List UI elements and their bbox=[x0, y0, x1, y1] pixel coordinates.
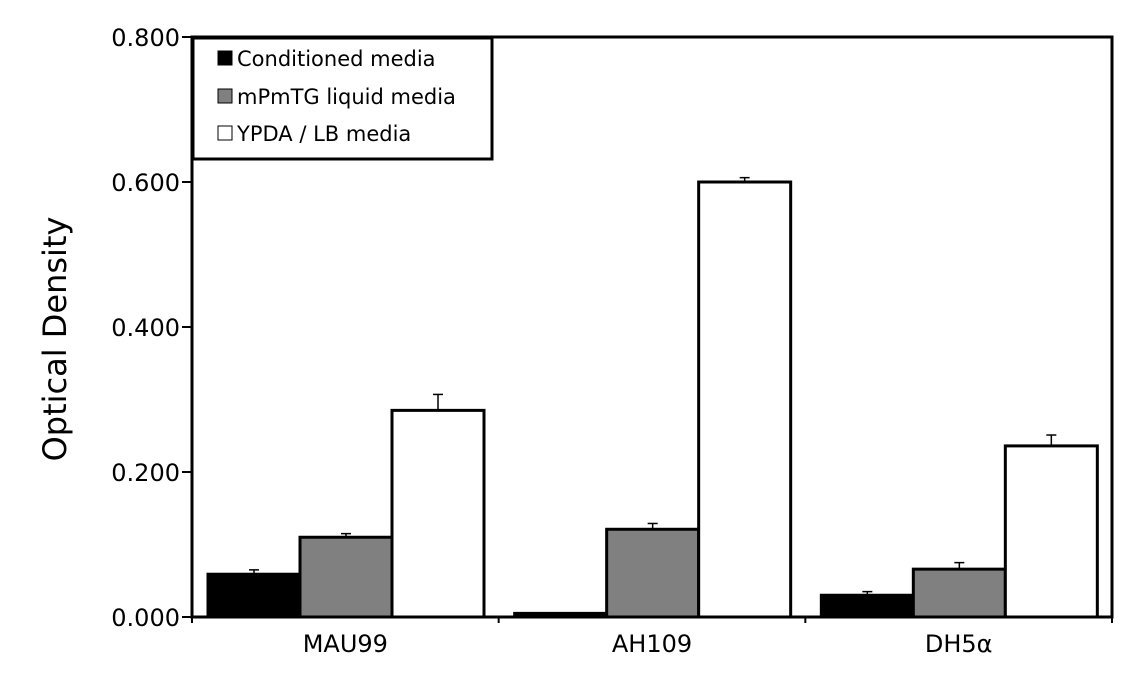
x-category-label-dh5: DH5α bbox=[925, 630, 993, 658]
y-tick-label: 0.000 bbox=[111, 604, 180, 632]
legend-label-conditioned-media: Conditioned media bbox=[237, 47, 436, 71]
y-axis-title: Optical Density bbox=[36, 217, 74, 462]
legend-box bbox=[191, 36, 494, 161]
y-axis: 0.000 0.200 0.400 0.600 0.800 bbox=[111, 24, 192, 632]
legend: Conditioned media mPmTG liquid media YPD… bbox=[191, 36, 494, 161]
legend-swatch-conditioned-media bbox=[217, 50, 233, 66]
x-axis: MAU99 AH109 DH5α bbox=[191, 617, 1113, 658]
legend-swatch-mpmtg-liquid-media bbox=[217, 88, 233, 104]
error-bars bbox=[249, 176, 1057, 596]
bar-mpmtg-liquid-media-dh5 bbox=[911, 567, 1007, 619]
bar-conditioned-media-dh5 bbox=[819, 593, 915, 619]
bar-conditioned-media-mau99 bbox=[206, 572, 302, 619]
plot-area-border bbox=[190, 35, 1114, 619]
x-category-label-mau99: MAU99 bbox=[303, 630, 388, 658]
bars bbox=[206, 180, 1099, 619]
legend-label-ypda-lb-media: YPDA / LB media bbox=[236, 122, 411, 146]
bar-mpmtg-liquid-media-mau99 bbox=[298, 535, 394, 619]
legend-label-mpmtg-liquid-media: mPmTG liquid media bbox=[237, 85, 456, 109]
bar-ypda-lb-media-dh5 bbox=[1003, 444, 1099, 619]
y-tick-label: 0.600 bbox=[111, 169, 180, 197]
bar-ypda-lb-media-ah109 bbox=[697, 180, 793, 619]
bar-ypda-lb-media-mau99 bbox=[390, 408, 486, 619]
y-tick-label: 0.400 bbox=[111, 314, 180, 342]
legend-item-ypda-lb-media: YPDA / LB media bbox=[217, 122, 411, 146]
legend-item-conditioned-media: Conditioned media bbox=[217, 47, 436, 71]
bar-mpmtg-liquid-media-ah109 bbox=[605, 527, 701, 619]
legend-item-mpmtg-liquid-media: mPmTG liquid media bbox=[217, 85, 456, 109]
y-tick-label: 0.200 bbox=[111, 459, 180, 487]
x-category-label-ah109: AH109 bbox=[612, 630, 692, 658]
y-tick-label: 0.800 bbox=[111, 24, 180, 52]
legend-swatch-ypda-lb-media bbox=[217, 125, 233, 141]
